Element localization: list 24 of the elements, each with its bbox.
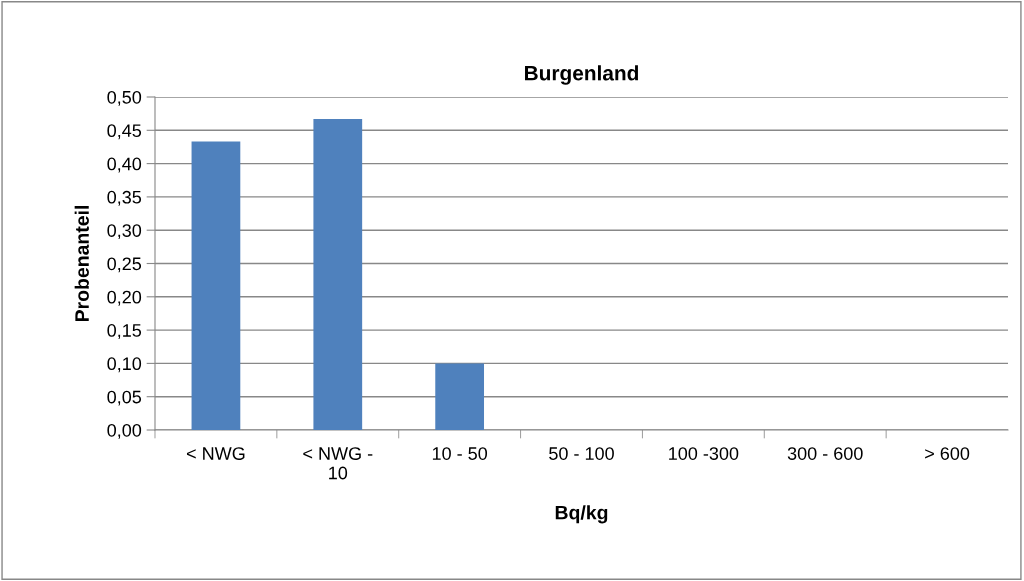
y-tick-label: 0,00 [107,423,142,439]
y-tick-label: 0,50 [107,90,142,106]
y-tick-label: 0,30 [107,224,142,240]
x-tick-label: < NWG - 10 [303,447,373,480]
x-axis-title: Bq/kg [555,505,608,524]
y-tick-label: 0,25 [107,257,142,273]
y-tick-label: 0,35 [107,190,142,206]
y-tick-label: 0,45 [107,124,142,140]
x-tick-label: > 600 [925,447,970,460]
x-tick-label: < NWG [186,447,245,460]
y-tick-label: 0,20 [107,290,142,306]
chart-title: Burgenland [525,65,638,85]
x-tick-label: 100 -300 [669,447,739,460]
x-tick-label: 10 - 50 [432,447,488,460]
bar [191,141,241,430]
x-tick-label: 50 - 100 [549,447,614,460]
y-axis-title: Probenanteil [74,205,89,322]
y-tick-label: 0,05 [107,390,142,406]
y-tick-label: 0,15 [107,324,142,339]
y-tick-label: 0,10 [107,357,142,373]
bar [435,363,485,430]
bar [313,118,363,430]
y-tick-label: 0,40 [107,157,142,173]
x-tick-label: 300 - 600 [787,447,863,460]
